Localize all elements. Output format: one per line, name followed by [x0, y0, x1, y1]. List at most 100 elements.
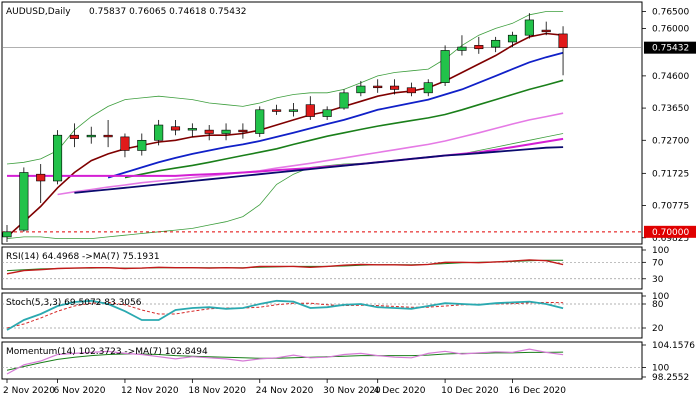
- ohlc-label: 0.75837 0.76065 0.74618 0.75432: [89, 7, 246, 17]
- ma-line-pink: [57, 112, 564, 196]
- y-tick-label: 100: [652, 246, 669, 256]
- y-tick-label: 100: [652, 364, 669, 374]
- ma-line-dark-red: [6, 32, 564, 238]
- y-tick-label: 0.69825: [652, 234, 689, 244]
- candle: [389, 79, 400, 95]
- candle-body: [288, 109, 299, 112]
- candle-body: [524, 19, 534, 36]
- current-price-box: [644, 41, 696, 54]
- x-tick-label: 4 Dec 2020: [374, 386, 426, 396]
- candle: [204, 125, 214, 141]
- candle: [288, 102, 299, 117]
- candle: [2, 225, 12, 242]
- candle-body: [491, 39, 501, 48]
- y-tick-label: 0.74600: [652, 72, 689, 82]
- candle-body: [305, 104, 315, 117]
- momentum-panel: [1, 341, 643, 380]
- current-price-label: 0.75432: [652, 44, 689, 54]
- rsi-header: RSI(14) 64.4968 ->MA(7) 75.1931: [6, 252, 160, 262]
- x-tick-label: 12 Nov 2020: [121, 386, 179, 396]
- candle: [86, 126, 96, 144]
- candle: [423, 79, 433, 97]
- candle-body: [440, 50, 450, 83]
- stoch-header: Stoch(5,3,3) 69.5072 83.3056: [6, 298, 142, 308]
- candle: [69, 123, 79, 148]
- candle-body: [356, 85, 366, 94]
- candle-body: [86, 134, 96, 138]
- y-tick-label: 0.71725: [652, 169, 689, 179]
- candle-body: [558, 33, 568, 48]
- candle-body: [52, 134, 63, 182]
- candle: [474, 36, 484, 54]
- ma-line-blue: [107, 51, 564, 179]
- candle-body: [36, 173, 46, 182]
- candle-body: [272, 109, 282, 112]
- momentum-plot: [2, 348, 642, 375]
- candle: [356, 80, 366, 97]
- candle: [322, 106, 332, 120]
- candle: [457, 35, 467, 56]
- level-price-label: 0.70000: [652, 228, 689, 238]
- momentum-line: [6, 348, 564, 375]
- x-tick-label: 24 Nov 2020: [256, 386, 314, 396]
- candle-body: [19, 172, 29, 231]
- candle-body: [204, 129, 214, 134]
- y-tick-label: 80: [652, 300, 664, 310]
- momentum-header: Momentum(14) 102.3723 ->MA(7) 102.8494: [6, 347, 208, 357]
- symbol-label: AUDUSD,Daily: [6, 7, 71, 17]
- candle-body: [389, 85, 400, 90]
- candle: [238, 123, 248, 139]
- candle-body: [2, 231, 12, 238]
- candle-body: [507, 34, 518, 43]
- candle-body: [238, 129, 248, 133]
- rsi-plot: [2, 259, 642, 280]
- candle: [541, 21, 551, 36]
- price-plot: [2, 11, 642, 242]
- x-tick-label: 2 Nov 2020: [3, 386, 55, 396]
- candle-body: [137, 139, 147, 151]
- candle: [170, 119, 181, 136]
- candle: [507, 31, 518, 48]
- candle: [406, 82, 416, 97]
- candle: [373, 79, 383, 93]
- stoch-panel: [1, 292, 643, 339]
- candle-body: [322, 109, 332, 117]
- x-tick-label: 16 Dec 2020: [509, 386, 567, 396]
- x-tick-label: 30 Nov 2020: [323, 386, 381, 396]
- x-tick-label: 10 Dec 2020: [441, 386, 499, 396]
- axes: 0.76500 0.76000 0.74600 0.73650 0.72700 0.717…: [3, 7, 696, 396]
- candle-body: [120, 136, 130, 151]
- candle-body: [339, 92, 349, 109]
- candle: [187, 123, 197, 137]
- candle: [255, 106, 265, 137]
- candle: [524, 13, 534, 39]
- candle: [52, 130, 63, 185]
- stoch-plot: [2, 299, 642, 331]
- y-tick-label: 70: [652, 258, 664, 268]
- y-tick-label: 0.72700: [652, 136, 689, 146]
- candle-body: [255, 109, 265, 134]
- y-tick-label: 100: [652, 292, 669, 302]
- candle: [154, 119, 164, 146]
- candle: [36, 164, 46, 204]
- y-tick-label: 0.76500: [652, 7, 689, 17]
- y-tick-label: 104.1576: [652, 341, 695, 351]
- candle-body: [187, 128, 197, 131]
- candle: [120, 133, 130, 158]
- candle-body: [154, 124, 164, 141]
- ma-line-green: [124, 79, 564, 179]
- candle-body: [221, 129, 231, 134]
- y-tick-label: 0.70775: [652, 202, 689, 212]
- candle: [491, 36, 501, 53]
- candle: [137, 133, 147, 156]
- candle: [19, 167, 29, 232]
- level-price-box: [644, 225, 696, 238]
- y-tick-label: 98.2552: [652, 373, 689, 383]
- candle-body: [373, 85, 383, 89]
- stoch-k-line: [6, 299, 564, 331]
- x-tick-label: 6 Nov 2020: [54, 386, 106, 396]
- y-tick-label: 0.73650: [652, 104, 689, 114]
- rsi-line: [6, 259, 564, 275]
